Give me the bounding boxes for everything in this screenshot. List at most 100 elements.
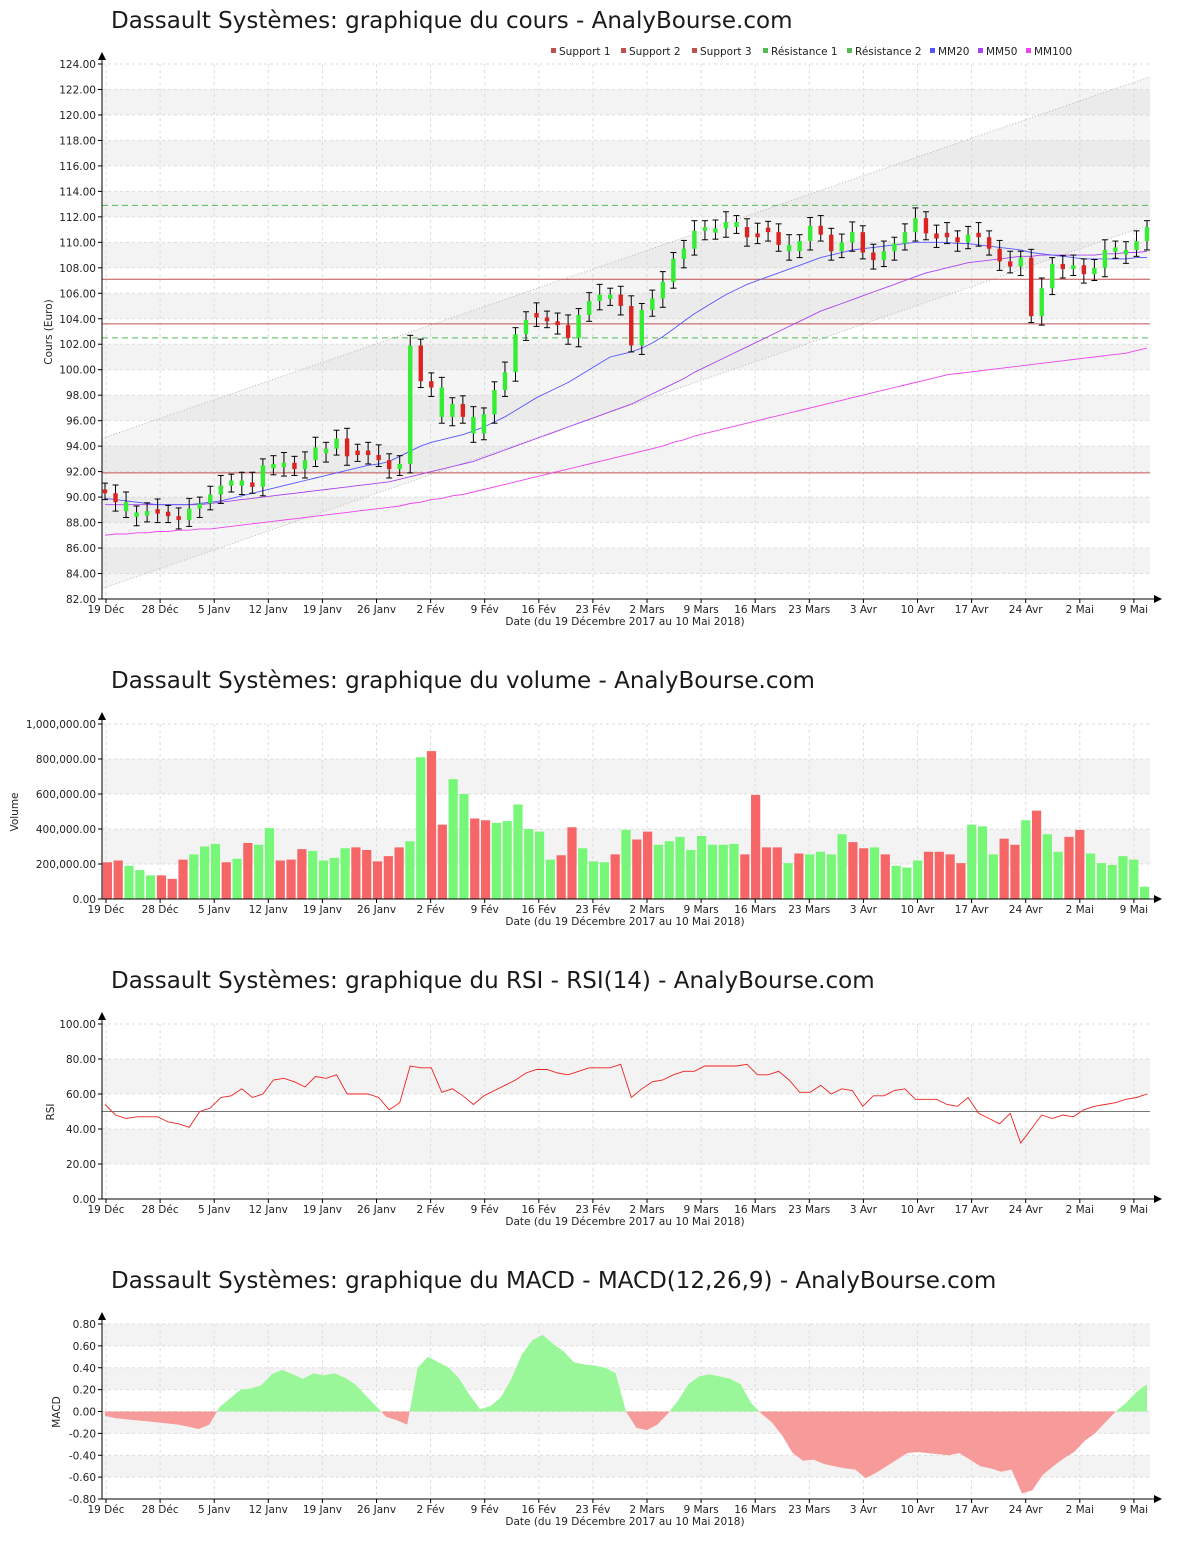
candle: [744, 218, 751, 247]
candle: [901, 223, 908, 251]
plot-band: [102, 344, 1150, 370]
volume-bar: [221, 862, 231, 899]
candle-body: [723, 221, 729, 229]
volume-bar: [1021, 820, 1031, 899]
candle: [944, 222, 951, 245]
y-tick-label: 108.00: [59, 263, 96, 275]
plot-band: [102, 191, 1150, 217]
volume-bar: [621, 829, 631, 899]
x-tick-label: 23 Fév: [575, 604, 610, 616]
x-tick-label: 12 Janv: [249, 604, 288, 616]
candle-body: [302, 460, 308, 470]
y-tick-label: 120.00: [59, 110, 96, 122]
legend-label: MM100: [1034, 46, 1072, 58]
candle-body: [239, 480, 245, 486]
x-tick-label: 24 Avr: [1009, 904, 1043, 916]
x-axis-caption: Date (du 19 Décembre 2017 au 10 Mai 2018…: [505, 916, 744, 928]
candle: [207, 485, 214, 511]
candle: [1112, 240, 1119, 259]
volume-bar: [102, 862, 113, 899]
x-tick-label: 17 Avr: [955, 1504, 989, 1516]
x-tick-label: 10 Avr: [901, 604, 935, 616]
volume-bar: [167, 878, 177, 899]
x-tick-label: 12 Janv: [249, 1204, 288, 1216]
volume-bar: [113, 860, 123, 899]
candle: [428, 372, 435, 397]
candle-body: [197, 503, 202, 509]
y-tick-label: 122.00: [59, 84, 96, 96]
candle: [544, 310, 551, 329]
candle: [775, 223, 782, 252]
volume-bar: [318, 860, 329, 899]
candle: [396, 455, 403, 476]
candle-body: [829, 234, 834, 252]
y-tick-label: 86.00: [66, 543, 96, 555]
volume-bar: [999, 838, 1009, 899]
x-axis-arrow: [1154, 595, 1162, 603]
candle-body: [1134, 241, 1139, 250]
candle: [838, 233, 845, 259]
volume-bar: [880, 854, 890, 899]
candle-body: [923, 218, 929, 234]
plot-band: [102, 293, 1150, 319]
candle-body: [913, 218, 918, 233]
volume-bar: [426, 751, 437, 899]
x-tick-label: 16 Mars: [734, 1504, 776, 1516]
candle: [123, 491, 130, 518]
volume-bar: [686, 850, 696, 899]
plot-band: [102, 395, 1150, 421]
candle-body: [218, 485, 223, 495]
x-tick-label: 9 Fév: [471, 1504, 499, 1516]
y-axis-arrow: [98, 1312, 106, 1320]
plot-band: [102, 1059, 1150, 1094]
candle: [375, 444, 382, 468]
y-tick-label: 0.60: [73, 1341, 96, 1353]
x-tick-label: 2 Mai: [1066, 904, 1094, 916]
candle: [523, 311, 530, 341]
x-tick-label: 24 Avr: [1009, 604, 1043, 616]
x-tick-label: 19 Déc: [87, 904, 124, 916]
candle: [1122, 241, 1129, 264]
rsi-line: [104, 1063, 1148, 1144]
y-tick-label: 0.00: [73, 1407, 96, 1419]
candle-body: [986, 237, 992, 249]
macd-negative-area: [759, 1411, 1116, 1494]
candle: [1091, 259, 1098, 282]
candle: [1133, 230, 1140, 257]
y-tick-label: 0.20: [73, 1385, 96, 1397]
candle: [112, 484, 119, 512]
candle-body: [502, 372, 508, 391]
candle: [386, 453, 393, 479]
candle-body: [355, 450, 360, 456]
volume-bar: [340, 848, 350, 899]
candle-body: [1113, 247, 1118, 252]
candle-body: [471, 416, 476, 434]
candle: [1101, 239, 1108, 278]
candle: [270, 455, 277, 476]
y-tick-label: 110.00: [59, 237, 96, 249]
x-tick-label: 23 Fév: [575, 904, 610, 916]
candle: [922, 211, 929, 241]
macd-positive-area: [217, 1369, 382, 1412]
candle-body: [618, 294, 623, 307]
volume-bar: [1085, 853, 1096, 899]
mm50-line: [105, 250, 1148, 506]
legend-label: Résistance 2: [855, 46, 922, 58]
candle: [965, 225, 972, 250]
candle-body: [776, 232, 781, 245]
candle-body: [965, 234, 971, 243]
macd-positive-area: [1115, 1384, 1147, 1412]
x-tick-label: 23 Mars: [788, 1504, 830, 1516]
x-tick-label: 2 Fév: [417, 904, 445, 916]
y-tick-label: 112.00: [59, 212, 96, 224]
candle-body: [955, 237, 960, 243]
volume-bar: [351, 847, 361, 899]
volume-bar: [308, 850, 318, 899]
legend-swatch: [621, 48, 626, 53]
volume-bar: [491, 822, 501, 899]
candle-body: [565, 325, 571, 338]
candle-body: [1060, 263, 1065, 270]
x-tick-label: 9 Mai: [1120, 904, 1148, 916]
candle-body: [1071, 265, 1076, 270]
x-tick-label: 16 Mars: [734, 604, 776, 616]
